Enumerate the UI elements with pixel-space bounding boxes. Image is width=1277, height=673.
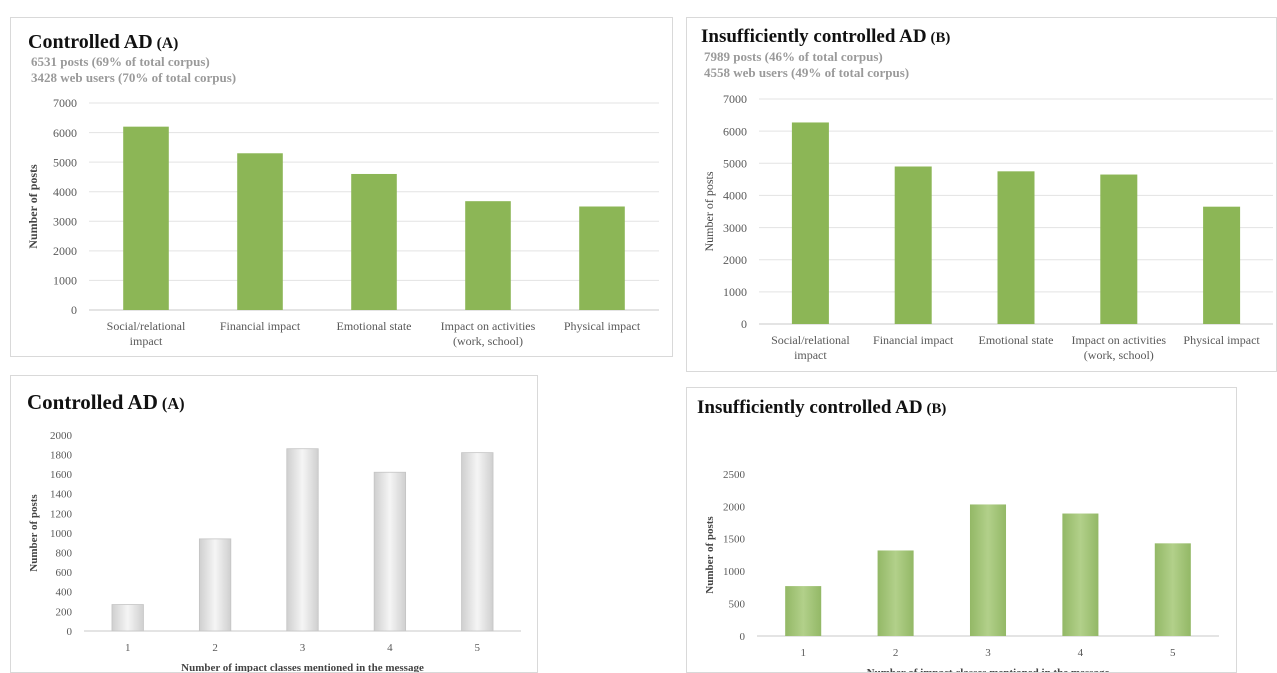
y-tick-label: 7000 [723,92,747,106]
x-tick-label: Social/relational [771,333,850,347]
y-tick-label: 400 [56,587,73,599]
y-tick-label: 5000 [723,156,747,170]
bar-chart-controlled-classes: 0 200 400 600 800 1000 1200 1400 1600 1800 2000 1 2 3… [28,430,521,673]
x-tick-label: 1 [800,647,806,659]
x-tick-label: impact [794,348,827,362]
x-tick-label: 3 [985,647,991,659]
y-tick-label: 6000 [723,124,747,138]
y-tick-label: 1800 [50,449,73,461]
chart-title: Controlled AD (A) [27,390,185,414]
chart-subtitle-posts: 7989 posts (46% of total corpus) [704,49,883,64]
bar [791,122,829,324]
x-tick-label: 2 [212,642,218,654]
y-tick-label: 7000 [53,96,77,110]
bar [351,173,397,310]
y-tick-label: 600 [56,567,73,579]
x-axis-label: Number of impact classes mentioned in th… [181,662,424,673]
bar [969,504,1007,636]
y-tick-label: 1400 [50,489,73,501]
y-tick-label: 200 [56,606,73,618]
bar-chart-insufficient-classes: 0 500 1000 1500 2000 2500 1 2 3 4 5 Number of posts… [704,469,1219,673]
chart-panel-insufficient-classes: Insufficiently controlled AD (B) 0 500 1000… [686,387,1237,673]
bar [579,206,625,310]
x-tick-label: 5 [475,642,481,654]
chart-panel-insufficient-impact: Insufficiently controlled AD (B) 7989 pos… [686,17,1277,372]
bar [465,201,511,310]
y-tick-label: 0 [741,317,747,331]
x-tick-label: (work, school) [1084,348,1154,362]
x-tick-label: (work, school) [453,334,523,348]
bar-chart-insufficient-impact: 0 1000 2000 3000 4000 5000 6000 7000 Social/rela… [702,92,1273,362]
x-tick-label: Emotional state [337,319,412,333]
bar [123,126,169,311]
x-tick-label: Physical impact [564,319,641,333]
y-tick-label: 3000 [53,214,77,228]
y-tick-label: 0 [71,303,77,317]
chart-title: Insufficiently controlled AD (B) [697,397,947,418]
y-tick-label: 1000 [723,566,746,578]
bar [373,471,407,632]
y-tick-label: 2000 [723,501,746,513]
y-tick-label: 3000 [723,221,747,235]
x-tick-label: Physical impact [1183,333,1260,347]
chart-title: Controlled AD (A) [28,31,179,53]
x-tick-label: impact [130,334,163,348]
x-tick-label: Financial impact [873,333,954,347]
chart-panel-controlled-classes: Controlled AD (A) 0 200 400 600 800 1000 1200 14… [10,375,538,673]
bar [1100,174,1138,324]
x-tick-label: 5 [1170,647,1176,659]
bar [237,153,283,310]
bar [1154,543,1191,636]
y-tick-label: 2000 [53,244,77,258]
bar [286,448,319,632]
y-tick-label: 1500 [723,534,746,546]
y-tick-label: 2000 [50,430,73,442]
y-tick-label: 5000 [53,155,77,169]
x-tick-label: Impact on activities [1071,333,1166,347]
chart-title: Insufficiently controlled AD (B) [701,26,951,47]
y-axis-label: Number of posts [28,494,40,572]
y-tick-label: 4000 [723,189,747,203]
x-tick-label: Social/relational [107,319,186,333]
bar [198,538,232,632]
y-tick-label: 1000 [723,285,747,299]
y-axis-label: Number of posts [26,164,40,249]
bar [785,586,822,636]
x-tick-label: Emotional state [979,333,1054,347]
y-tick-label: 500 [729,598,746,610]
x-tick-label: 4 [387,642,393,654]
y-tick-label: 2500 [723,469,746,481]
bar [894,166,932,324]
bar [877,550,914,636]
x-axis-label: Number of impact classes mentioned in th… [867,667,1110,673]
x-tick-label: 2 [893,647,899,659]
chart-subtitle-posts: 6531 posts (69% of total corpus) [31,54,210,69]
bar [1062,513,1099,636]
x-tick-label: Financial impact [220,319,301,333]
bar [461,452,494,632]
x-tick-label: 3 [300,642,306,654]
y-axis-label: Number of posts [702,171,716,251]
y-axis-label: Number of posts [704,516,716,594]
y-tick-label: 2000 [723,253,747,267]
y-tick-label: 0 [740,631,746,643]
y-tick-label: 6000 [53,126,77,140]
y-tick-label: 800 [56,547,73,559]
chart-subtitle-users: 4558 web users (49% of total corpus) [704,65,910,80]
y-tick-label: 4000 [53,185,77,199]
chart-subtitle-users: 3428 web users (70% of total corpus) [31,70,237,85]
chart-panel-controlled-impact: Controlled AD (A) 6531 posts (69% of tota… [10,17,673,357]
x-tick-label: Impact on activities [441,319,536,333]
y-tick-label: 0 [67,626,73,638]
y-tick-label: 1600 [50,469,73,481]
bar [111,604,144,632]
y-tick-label: 1200 [50,508,73,520]
x-tick-label: 4 [1078,647,1084,659]
x-tick-label: 1 [125,642,131,654]
y-tick-label: 1000 [50,528,73,540]
bar [1203,206,1241,324]
bar [997,171,1035,324]
bar-chart-controlled-impact: 0 1000 2000 3000 4000 5000 6000 7000 Social/rela… [26,96,659,348]
y-tick-label: 1000 [53,274,77,288]
